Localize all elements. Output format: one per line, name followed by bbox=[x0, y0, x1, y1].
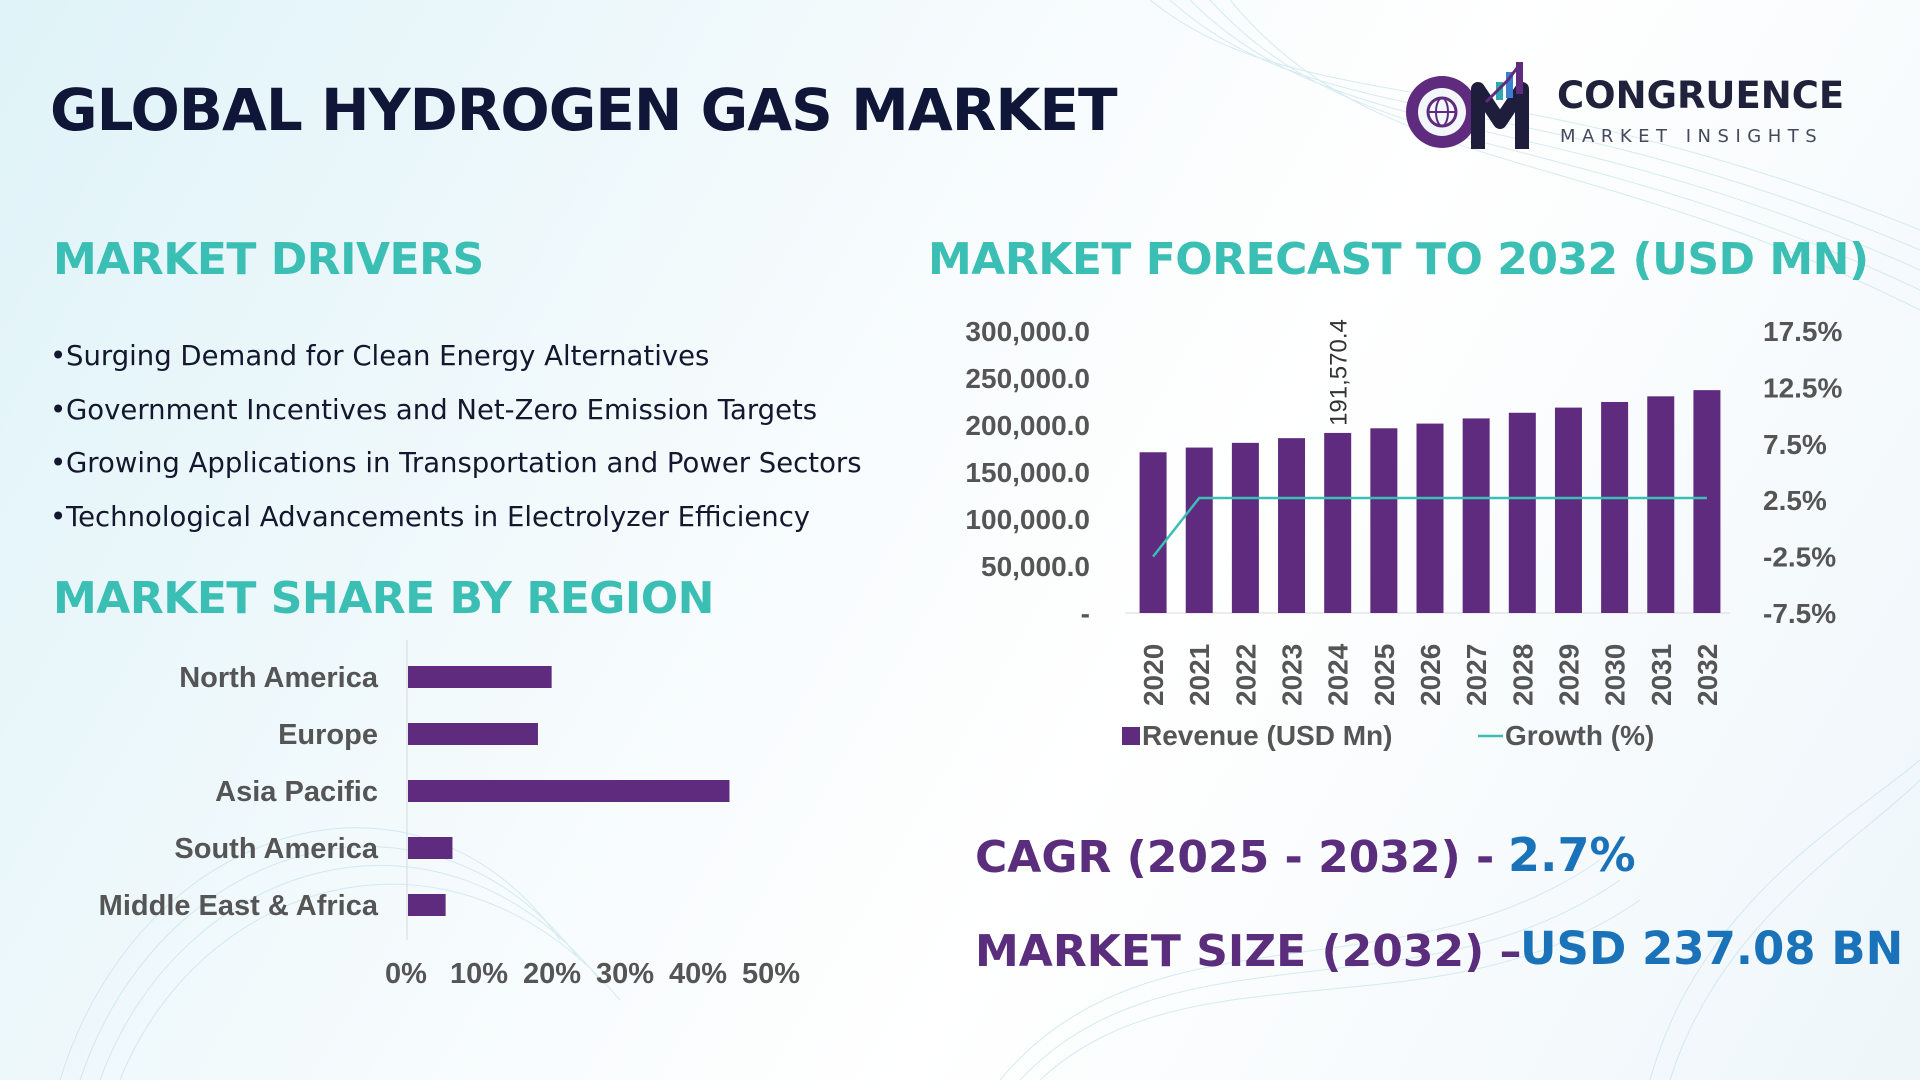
region-share-chart: North America Europe Asia Pacific South Ame… bbox=[99, 640, 800, 990]
driver-text: Technological Advancements in Electrolyz… bbox=[66, 500, 811, 533]
category-label: Europe bbox=[278, 719, 378, 751]
data-label: 191,570.4 bbox=[1326, 319, 1353, 426]
forecast-chart: - 50,000.0 100,000.0 150,000.0 200,000.0 250,… bbox=[965, 316, 1842, 751]
driver-text: Surging Demand for Clean Energy Alternat… bbox=[66, 340, 710, 372]
driver-item: •Government Incentives and Net-Zero Emis… bbox=[50, 394, 862, 448]
bullet-icon: • bbox=[50, 447, 67, 479]
bar bbox=[1185, 447, 1213, 613]
y-right-tick-label: 2.5% bbox=[1763, 485, 1827, 516]
x-tick-label: 0% bbox=[385, 958, 427, 990]
x-tick-label: 2027 bbox=[1461, 644, 1492, 706]
x-tick-label: 30% bbox=[596, 958, 654, 990]
category-label: South America bbox=[174, 833, 378, 865]
brand-logo: CONGRUENCE MARKET INSIGHTS bbox=[1400, 54, 1880, 164]
legend-swatch-revenue bbox=[1122, 727, 1140, 745]
brand-logo-mark-icon bbox=[1406, 62, 1529, 149]
market-drivers-title: MARKET DRIVERS bbox=[53, 234, 484, 285]
bar bbox=[408, 837, 453, 859]
y-right-tick-label: -7.5% bbox=[1763, 598, 1836, 629]
x-tick-label: 2020 bbox=[1138, 644, 1169, 706]
x-tick-label: 2031 bbox=[1646, 644, 1677, 706]
bar bbox=[1416, 423, 1444, 613]
bar bbox=[408, 894, 446, 916]
bar bbox=[408, 780, 730, 802]
cagr-label: CAGR (2025 - 2032) - bbox=[975, 832, 1495, 883]
y-left-tick-label: - bbox=[1081, 598, 1090, 629]
x-tick-label: 2022 bbox=[1230, 644, 1261, 706]
y-right-tick-label: 17.5% bbox=[1763, 316, 1842, 347]
y-right-tick-label: 7.5% bbox=[1763, 429, 1827, 460]
x-tick-label: 2021 bbox=[1184, 644, 1215, 706]
legend-label-revenue: Revenue (USD Mn) bbox=[1142, 720, 1392, 751]
page-title: GLOBAL HYDROGEN GAS MARKET bbox=[50, 76, 1118, 144]
category-label: Middle East & Africa bbox=[99, 890, 379, 922]
x-tick-label: 2030 bbox=[1600, 644, 1631, 706]
bar bbox=[408, 723, 538, 745]
growth-line bbox=[1152, 496, 1707, 558]
y-left-tick-label: 200,000.0 bbox=[965, 410, 1090, 441]
x-tick-label: 2028 bbox=[1507, 644, 1538, 706]
y-right-tick-label: -2.5% bbox=[1763, 542, 1836, 573]
x-tick-label: 2029 bbox=[1553, 644, 1584, 706]
driver-item: •Technological Advancements in Electroly… bbox=[50, 501, 862, 555]
y-left-tick-label: 150,000.0 bbox=[965, 457, 1090, 488]
bar bbox=[1693, 390, 1721, 613]
category-label: North America bbox=[179, 662, 379, 694]
market-drivers-list: •Surging Demand for Clean Energy Alterna… bbox=[50, 340, 862, 554]
driver-item: •Growing Applications in Transportation … bbox=[50, 447, 862, 501]
x-tick-label: 20% bbox=[523, 958, 581, 990]
brand-tagline: MARKET INSIGHTS bbox=[1560, 126, 1824, 147]
bar bbox=[1554, 407, 1582, 613]
y-left-tick-label: 300,000.0 bbox=[965, 316, 1090, 347]
brand-name: CONGRUENCE bbox=[1557, 74, 1845, 117]
bar bbox=[1231, 442, 1259, 613]
bullet-icon: • bbox=[50, 393, 67, 426]
driver-item: •Surging Demand for Clean Energy Alterna… bbox=[50, 340, 862, 394]
x-tick-label: 2023 bbox=[1277, 644, 1308, 706]
y-left-tick-label: 250,000.0 bbox=[965, 363, 1090, 394]
market-size-value: USD 237.08 BN bbox=[1520, 922, 1904, 975]
bar bbox=[408, 666, 552, 688]
x-tick-label: 2032 bbox=[1692, 644, 1723, 706]
x-tick-label: 2026 bbox=[1415, 644, 1446, 706]
y-left-tick-label: 50,000.0 bbox=[981, 551, 1090, 582]
category-label: Asia Pacific bbox=[215, 776, 378, 808]
market-share-title: MARKET SHARE BY REGION bbox=[53, 573, 715, 624]
driver-text: Growing Applications in Transportation a… bbox=[66, 447, 862, 479]
x-tick-label: 2024 bbox=[1323, 643, 1354, 706]
bar bbox=[1324, 432, 1352, 613]
bullet-icon: • bbox=[50, 340, 67, 372]
x-tick-label: 10% bbox=[450, 958, 508, 990]
bar bbox=[1508, 412, 1536, 613]
x-tick-label: 2025 bbox=[1369, 644, 1400, 706]
driver-text: Government Incentives and Net-Zero Emiss… bbox=[66, 393, 818, 426]
market-size-label: MARKET SIZE (2032) – bbox=[975, 926, 1522, 977]
bar bbox=[1139, 452, 1167, 613]
market-forecast-title: MARKET FORECAST TO 2032 (USD MN) bbox=[928, 234, 1869, 285]
y-left-tick-label: 100,000.0 bbox=[965, 504, 1090, 535]
bar bbox=[1370, 428, 1398, 613]
bar bbox=[1601, 401, 1629, 613]
bar bbox=[1462, 418, 1490, 613]
y-right-tick-label: 12.5% bbox=[1763, 372, 1842, 403]
bullet-icon: • bbox=[50, 500, 67, 533]
legend-label-growth: Growth (%) bbox=[1505, 720, 1654, 751]
bar bbox=[1647, 396, 1675, 613]
x-tick-label: 40% bbox=[669, 958, 727, 990]
x-tick-label: 50% bbox=[742, 958, 800, 990]
cagr-value: 2.7% bbox=[1508, 828, 1636, 882]
bar bbox=[1278, 438, 1306, 613]
